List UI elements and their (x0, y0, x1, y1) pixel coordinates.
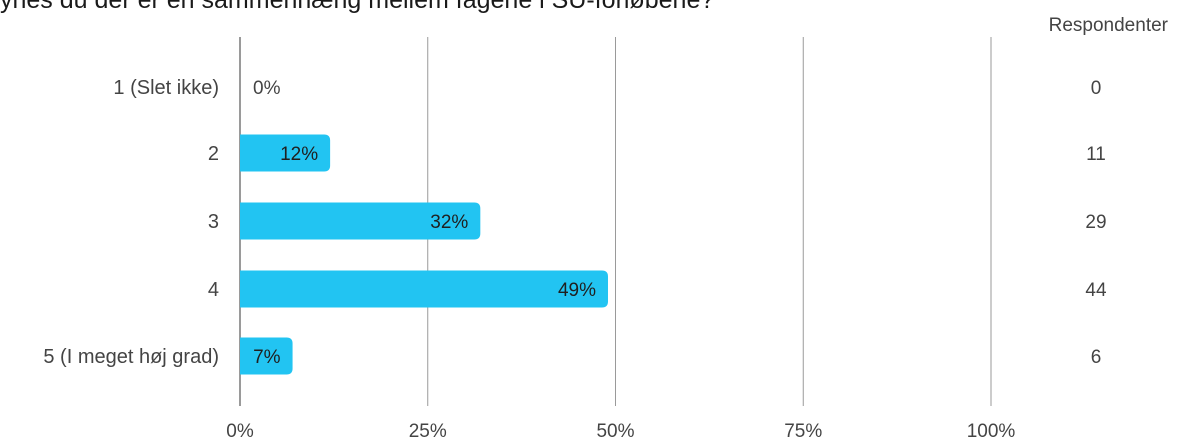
category-label: 5 (I meget høj grad) (43, 346, 219, 368)
bar (240, 337, 293, 375)
respondent-count: 6 (1091, 347, 1102, 368)
respondent-count: 44 (1085, 280, 1107, 301)
x-tick-label: 25% (409, 421, 447, 439)
category-label: 1 (Slet ikke) (113, 77, 219, 99)
respondents-header: Respondenter (1049, 15, 1169, 36)
x-tick-label: 100% (967, 421, 1016, 439)
data-label: 12% (280, 144, 318, 165)
respondent-count: 0 (1091, 78, 1102, 99)
category-label: 2 (208, 143, 219, 165)
data-label: 0% (253, 78, 281, 99)
chart-title: ynes du der er en sammenhæng mellem fage… (0, 0, 715, 14)
bar (240, 270, 608, 308)
x-tick-label: 50% (596, 421, 634, 439)
data-label: 32% (430, 212, 468, 233)
bar (240, 134, 331, 172)
respondent-count: 29 (1085, 212, 1106, 233)
category-label: 4 (208, 279, 219, 301)
category-label: 3 (208, 211, 219, 233)
x-tick-label: 0% (226, 421, 254, 439)
data-label: 7% (253, 347, 281, 368)
respondent-count: 11 (1086, 144, 1106, 165)
x-tick-label: 75% (784, 421, 822, 439)
data-label: 49% (558, 280, 596, 301)
bar (240, 202, 481, 240)
